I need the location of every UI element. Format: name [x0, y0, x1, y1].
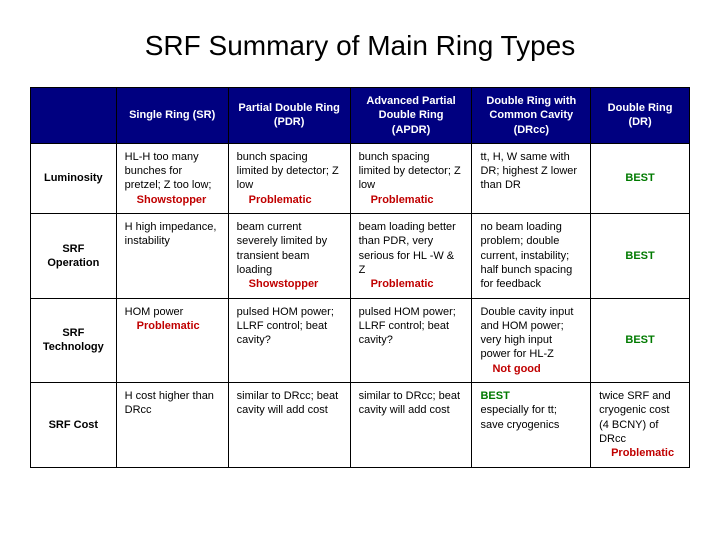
cell-emphasis: Showstopper — [237, 277, 342, 291]
cell-emphasis: BEST — [625, 172, 654, 184]
cell-text: H high impedance, instability — [125, 220, 220, 249]
cell-emphasis: Problematic — [125, 319, 220, 333]
table-cell: tt, H, W same with DR; highest Z lower t… — [472, 143, 591, 213]
cell-text: HOM power — [125, 305, 220, 319]
col-header-drcc: Double Ring with Common Cavity (DRcc) — [472, 88, 591, 144]
table-cell: HL-H too many bunches for pretzel; Z too… — [116, 143, 228, 213]
cell-emphasis: Not good — [480, 362, 582, 376]
table-row: SRF TechnologyHOM powerProblematicpulsed… — [31, 298, 690, 382]
table-cell: similar to DRcc; beat cavity will add co… — [228, 383, 350, 467]
cell-text: beam loading better than PDR, very serio… — [359, 220, 464, 277]
row-label: Luminosity — [31, 143, 117, 213]
table-row: SRF Cost H cost higher than DRcc similar t… — [31, 383, 690, 467]
slide: SRF Summary of Main Ring Types Single Ri… — [0, 0, 720, 540]
cell-text: bunch spacing limited by detector; Z low — [237, 150, 342, 193]
cell-text: similar to DRcc; beat cavity will add co… — [237, 389, 342, 418]
table-cell: HOM powerProblematic — [116, 298, 228, 382]
table-row: SRF Operation H high impedance, instabili… — [31, 214, 690, 298]
summary-table: Single Ring (SR) Partial Double Ring (PD… — [30, 87, 690, 468]
col-header-apdr: Advanced Partial Double Ring (APDR) — [350, 88, 472, 144]
cell-text: twice SRF and cryogenic cost (4 BCNY) of… — [599, 389, 681, 446]
cell-text: similar to DRcc; beat cavity will add co… — [359, 389, 464, 418]
table-cell: BEST — [591, 298, 690, 382]
col-header-sr: Single Ring (SR) — [116, 88, 228, 144]
cell-emphasis: Problematic — [599, 446, 681, 460]
cell-emphasis: Problematic — [237, 193, 342, 207]
cell-text: Double cavity input and HOM power; very … — [480, 305, 582, 362]
cell-text: pulsed HOM power; LLRF control; beat cav… — [359, 305, 464, 348]
table-header-row: Single Ring (SR) Partial Double Ring (PD… — [31, 88, 690, 144]
cell-text: beam current severely limited by transie… — [237, 220, 342, 277]
table-cell: similar to DRcc; beat cavity will add co… — [350, 383, 472, 467]
table-cell: beam loading better than PDR, very serio… — [350, 214, 472, 298]
row-label: SRF Cost — [31, 383, 117, 467]
cell-text: bunch spacing limited by detector; Z low — [359, 150, 464, 193]
cell-emphasis: BEST — [625, 334, 654, 346]
col-header-pdr: Partial Double Ring (PDR) — [228, 88, 350, 144]
table-cell: bunch spacing limited by detector; Z low… — [228, 143, 350, 213]
cell-emphasis: Problematic — [359, 193, 464, 207]
col-header-blank — [31, 88, 117, 144]
table-cell: BEST — [591, 214, 690, 298]
cell-emphasis: BEST — [480, 390, 509, 402]
table-cell: H cost higher than DRcc — [116, 383, 228, 467]
table-cell: BESTespecially for tt; save cryogenics — [472, 383, 591, 467]
cell-emphasis: Problematic — [359, 277, 464, 291]
cell-text: no beam loading problem; double current,… — [480, 220, 582, 291]
cell-text: especially for tt; save cryogenics — [480, 403, 582, 432]
cell-emphasis: Showstopper — [125, 193, 220, 207]
table-cell: pulsed HOM power; LLRF control; beat cav… — [350, 298, 472, 382]
table-cell: H high impedance, instability — [116, 214, 228, 298]
table-cell: no beam loading problem; double current,… — [472, 214, 591, 298]
slide-title: SRF Summary of Main Ring Types — [30, 30, 690, 62]
col-header-dr: Double Ring (DR) — [591, 88, 690, 144]
cell-text: HL-H too many bunches for pretzel; Z too… — [125, 150, 220, 193]
table-cell: bunch spacing limited by detector; Z low… — [350, 143, 472, 213]
table-cell: twice SRF and cryogenic cost (4 BCNY) of… — [591, 383, 690, 467]
table-body: LuminosityHL-H too many bunches for pret… — [31, 143, 690, 467]
cell-text: tt, H, W same with DR; highest Z lower t… — [480, 150, 582, 193]
table-cell: beam current severely limited by transie… — [228, 214, 350, 298]
table-cell: BEST — [591, 143, 690, 213]
row-label: SRF Technology — [31, 298, 117, 382]
table-cell: Double cavity input and HOM power; very … — [472, 298, 591, 382]
cell-emphasis: BEST — [625, 250, 654, 262]
row-label: SRF Operation — [31, 214, 117, 298]
cell-text: H cost higher than DRcc — [125, 389, 220, 418]
table-row: LuminosityHL-H too many bunches for pret… — [31, 143, 690, 213]
cell-text: pulsed HOM power; LLRF control; beat cav… — [237, 305, 342, 348]
table-cell: pulsed HOM power; LLRF control; beat cav… — [228, 298, 350, 382]
